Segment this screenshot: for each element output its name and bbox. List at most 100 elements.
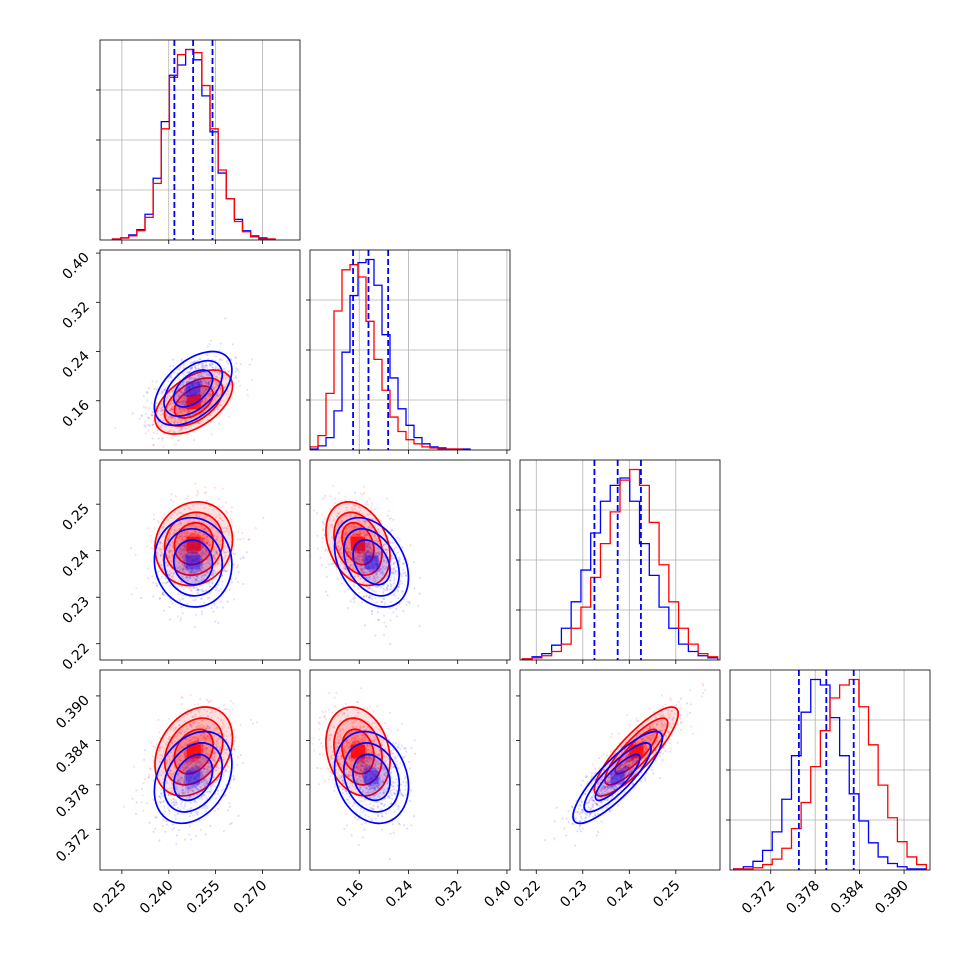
scatter-point [358,525,361,529]
scatter-point [182,567,185,570]
scatter-point [203,491,206,494]
scatter-point [171,406,174,409]
scatter-point [396,536,399,539]
scatter-point [152,431,155,434]
scatter-point [178,731,181,734]
scatter-point [194,736,197,739]
scatter-point [187,769,190,773]
scatter-point [203,378,206,381]
scatter-point [388,607,391,610]
scatter-point [368,546,372,549]
scatter-point [366,513,369,516]
scatter-point [197,764,200,768]
scatter-point [185,576,188,579]
scatter-point [167,534,170,537]
scatter-point [183,549,186,552]
scatter-point [180,523,183,526]
scatter-point [195,565,198,568]
scatter-point [196,552,199,555]
scatter-point [160,564,163,567]
scatter-point [131,412,134,415]
scatter-point [354,531,357,534]
scatter-point [201,751,204,755]
scatter-point [348,565,352,568]
scatter-point [379,569,382,572]
scatter-point [402,609,405,613]
scatter-point [195,575,198,578]
scatter-point [375,562,378,566]
scatter-point [156,551,159,554]
scatter-point [201,610,204,613]
scatter-point [368,497,371,500]
scatter-point [360,522,363,525]
scatter-point [195,391,198,394]
scatter-point [176,812,179,815]
scatter-point [223,770,226,773]
scatter-point [209,559,212,562]
scatter-point [395,566,398,569]
scatter-point [202,781,205,784]
scatter-point [167,754,171,758]
scatter-point [390,588,393,591]
scatter-point [189,508,192,511]
contour-series-0-level-0 [153,516,233,608]
scatter-point [177,551,180,554]
scatter-point [175,397,178,400]
scatter-point [144,425,147,428]
scatter-point [188,788,191,791]
scatter-point [211,574,214,577]
scatter-point [379,552,382,555]
scatter-point [382,558,385,562]
scatter-point [354,525,357,528]
scatter-point [160,794,163,797]
scatter-point [184,559,187,562]
scatter-point [177,395,180,398]
scatter-point [194,761,197,764]
scatter-point [193,360,196,363]
scatter-point [200,392,203,395]
scatter-point [202,750,205,753]
scatter-point [205,382,208,385]
scatter-point [381,563,384,566]
scatter-point [210,339,213,342]
scatter-point [354,575,357,578]
scatter-point [196,553,199,556]
scatter-point [202,392,205,395]
scatter-point [197,709,200,713]
scatter-point [209,711,212,714]
scatter-point [222,708,226,711]
scatter-point [200,613,204,616]
scatter-point [160,413,163,416]
scatter-point [338,548,341,551]
scatter-point [353,575,356,578]
scatter-point [236,538,239,541]
scatter-point [185,566,188,569]
scatter-point [254,527,257,530]
scatter-point [202,533,206,536]
scatter-point [188,724,191,727]
scatter-point [204,747,207,750]
scatter-point [204,380,207,383]
scatter-point [212,554,215,558]
scatter-point [147,387,150,390]
scatter-point [236,566,239,569]
scatter-point [201,732,204,735]
scatter-point [225,738,228,741]
scatter-point [385,566,389,569]
scatter-point [205,782,208,785]
scatter-point [359,532,362,535]
scatter-point [218,759,222,763]
scatter-point [349,600,352,603]
scatter-point [202,732,206,735]
scatter-point [187,409,190,412]
scatter-point [184,737,187,741]
scatter-point [189,561,193,564]
scatter-point [203,778,206,782]
scatter-point [202,783,205,787]
scatter-point [339,536,342,540]
scatter-point [192,531,195,535]
scatter-point [202,545,205,548]
scatter-point [213,387,216,390]
scatter-point [207,790,210,793]
scatter-point [180,427,183,430]
